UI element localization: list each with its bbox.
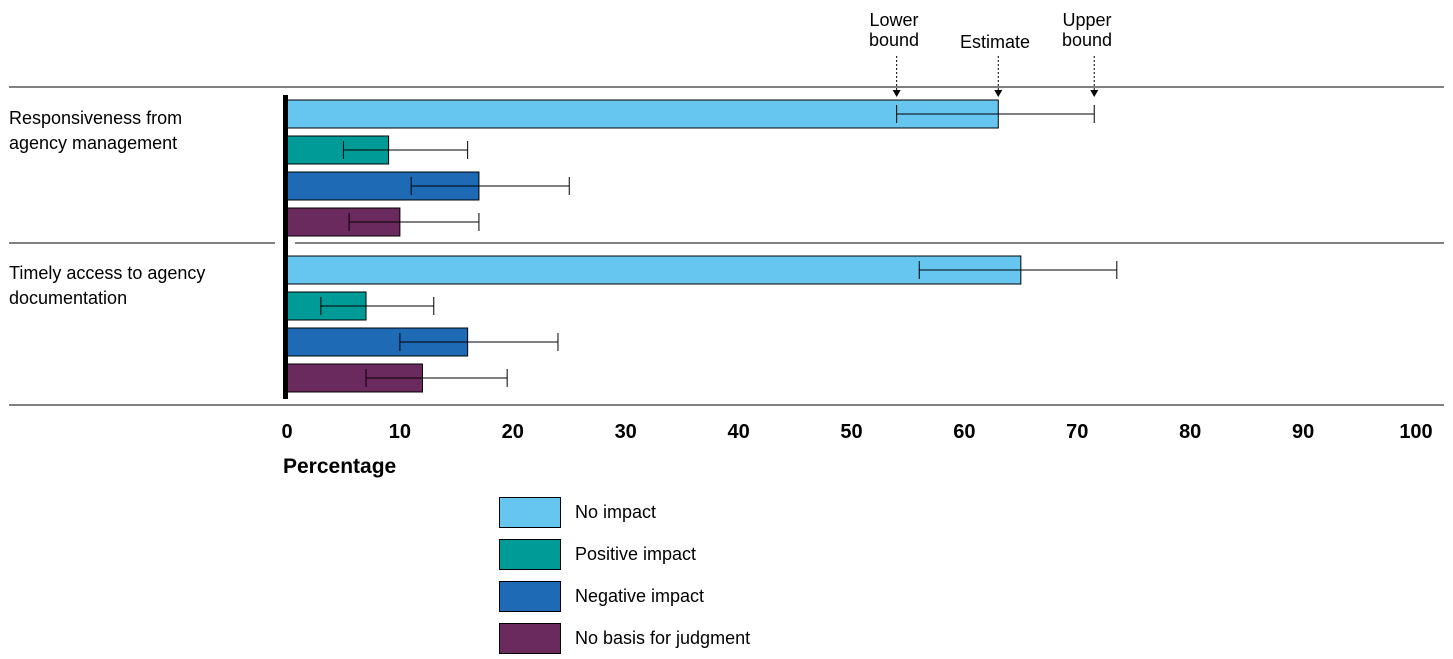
bar-1-0 xyxy=(286,255,1022,285)
error-key-lower-arrow xyxy=(892,90,901,97)
error-key-upper-arrow xyxy=(1090,90,1099,97)
bar-0-0 xyxy=(286,99,999,129)
x-tick-label-70: 70 xyxy=(1066,421,1088,443)
x-tick-label-50: 50 xyxy=(840,421,862,443)
x-tick-label-20: 20 xyxy=(502,421,524,443)
legend-item-negative-impact: Negative impact xyxy=(499,575,750,617)
x-tick-label-60: 60 xyxy=(953,421,975,443)
legend: No impact Positive impact Negative impac… xyxy=(499,491,750,659)
legend-label-negative-impact: Negative impact xyxy=(575,585,705,606)
legend-label-no-basis: No basis for judgment xyxy=(575,627,751,648)
error-key-estimate-label: Estimate xyxy=(959,32,1031,52)
legend-swatch-negative-impact xyxy=(499,580,561,612)
error-key-upper-label: Upper bound xyxy=(1061,10,1113,50)
x-axis-title: Percentage xyxy=(283,455,397,478)
x-tick-label-30: 30 xyxy=(615,421,637,443)
legend-label-positive-impact: Positive impact xyxy=(575,543,697,564)
category-label-responsiveness: Responsiveness from agency management xyxy=(9,108,183,153)
y-axis-line xyxy=(283,95,288,399)
x-tick-label-80: 80 xyxy=(1179,421,1201,443)
legend-item-positive-impact: Positive impact xyxy=(499,533,750,575)
x-tick-label-100: 100 xyxy=(1399,421,1432,443)
legend-swatch-positive-impact xyxy=(499,538,561,570)
error-key-estimate-arrow xyxy=(994,90,1003,97)
legend-swatch-no-impact xyxy=(499,496,561,528)
error-key-lower-label: Lower bound xyxy=(868,10,920,50)
legend-label-no-impact: No impact xyxy=(575,501,657,522)
legend-item-no-impact: No impact xyxy=(499,491,750,533)
x-tick-label-10: 10 xyxy=(389,421,411,443)
x-tick-label-90: 90 xyxy=(1292,421,1314,443)
legend-item-no-basis: No basis for judgment xyxy=(499,617,750,659)
x-tick-label-0: 0 xyxy=(281,421,292,443)
x-tick-label-40: 40 xyxy=(727,421,749,443)
category-label-timely-access: Timely access to agency documentation xyxy=(9,263,206,308)
